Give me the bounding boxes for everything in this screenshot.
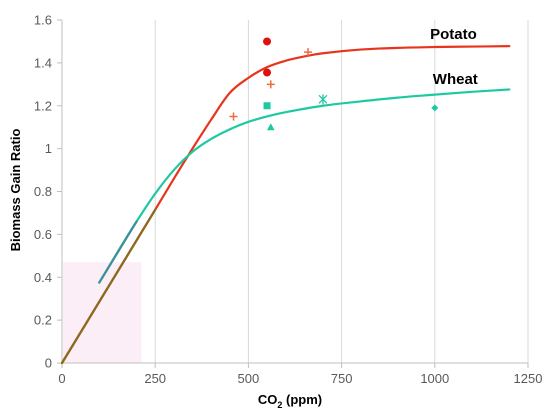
y-tick-label: 1.4 xyxy=(34,55,52,70)
data-point-star xyxy=(318,94,328,105)
y-tick-label: 1.6 xyxy=(34,13,52,28)
y-tick-label: 0.6 xyxy=(34,227,52,242)
series-layer xyxy=(60,45,511,365)
data-point-triangle xyxy=(266,123,275,131)
series-label-wheat: Wheat xyxy=(433,71,478,88)
label-layer: Potato Wheat xyxy=(430,26,478,88)
x-tick-label: 500 xyxy=(238,371,260,386)
axis-layer: 0 0.2 0.4 0.6 0.8 1 1.2 1.4 1.6 0 250 500 750 1000 125… xyxy=(34,13,543,387)
x-axis-title-subscript: 2 xyxy=(277,400,282,410)
x-tick-label: 1250 xyxy=(514,371,543,386)
y-tick-label: 0.8 xyxy=(34,184,52,199)
series-line-wheat-shadow xyxy=(98,220,138,284)
data-point-diamond xyxy=(431,104,439,112)
marker-layer xyxy=(229,37,439,131)
y-axis-title: Biomass Gain Ratio xyxy=(8,129,23,252)
series-label-potato: Potato xyxy=(430,26,477,43)
x-axis-title-unit: (ppm) xyxy=(282,392,322,407)
y-tick-label: 1 xyxy=(45,141,52,156)
x-tick-label: 0 xyxy=(58,371,65,386)
data-point-circle xyxy=(263,37,272,46)
data-point-plus xyxy=(229,112,238,121)
y-tick-label: 0 xyxy=(45,356,52,371)
x-axis-title: CO2 (ppm) xyxy=(258,392,322,410)
y-tick-label: 1.2 xyxy=(34,98,52,113)
data-point-circle xyxy=(263,68,272,77)
y-tick-label: 0.4 xyxy=(34,270,52,285)
x-axis-title-main: CO xyxy=(258,392,278,407)
data-point-square xyxy=(263,102,271,110)
x-tick-label: 250 xyxy=(144,371,166,386)
series-line-wheat xyxy=(98,88,511,284)
y-tick-label: 0.2 xyxy=(34,313,52,328)
data-point-plus xyxy=(266,80,275,89)
series-line-overlap xyxy=(60,208,157,365)
x-tick-label: 1000 xyxy=(420,371,449,386)
data-point-plus xyxy=(304,48,313,57)
x-tick-label: 750 xyxy=(331,371,353,386)
